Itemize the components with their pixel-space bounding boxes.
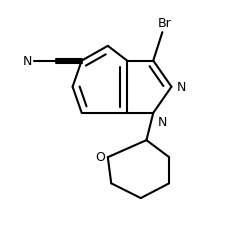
Text: O: O — [96, 150, 106, 163]
Text: N: N — [158, 116, 167, 128]
Text: N: N — [177, 81, 186, 94]
Text: Br: Br — [158, 17, 172, 30]
Text: N: N — [22, 55, 32, 68]
